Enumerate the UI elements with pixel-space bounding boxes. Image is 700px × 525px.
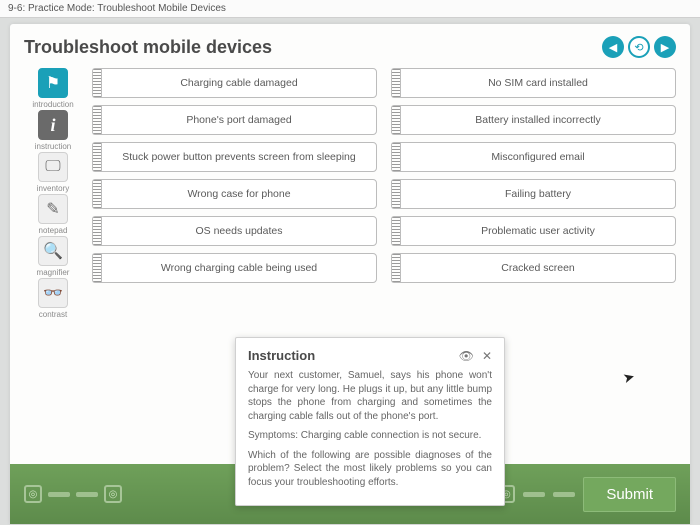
sidebar-item-instruction[interactable]: i instruction — [24, 110, 82, 151]
option-item[interactable]: OS needs updates — [92, 216, 377, 246]
progress-dash — [553, 492, 575, 497]
option-item[interactable]: Wrong charging cable being used — [92, 253, 377, 283]
sidebar-item-notepad[interactable]: ✎ notepad — [24, 194, 82, 235]
option-label: Stuck power button prevents screen from … — [101, 142, 377, 172]
question-box-icon[interactable]: ◎ — [24, 485, 42, 503]
option-item[interactable]: No SIM card installed — [391, 68, 676, 98]
progress-dash — [523, 492, 545, 497]
sidebar-item-label: introduction — [32, 100, 73, 109]
option-label: No SIM card installed — [400, 68, 676, 98]
instruction-paragraph: Your next customer, Samuel, says his pho… — [248, 369, 492, 423]
pencil-icon: ✎ — [38, 194, 68, 224]
prev-button[interactable]: ◀ — [602, 36, 624, 58]
header: Troubleshoot mobile devices ◀ ⟲ ▶ — [24, 34, 676, 68]
main-area: ⚑ introduction i instruction 🖵 inventory… — [24, 68, 676, 319]
drag-grip-icon — [391, 253, 400, 283]
instruction-symptoms: Symptoms: Charging cable connection is n… — [248, 429, 492, 443]
mouse-cursor-icon: ➤ — [621, 368, 637, 387]
drag-grip-icon — [92, 253, 101, 283]
option-label: OS needs updates — [101, 216, 377, 246]
option-item[interactable]: Stuck power button prevents screen from … — [92, 142, 377, 172]
drag-grip-icon — [391, 68, 400, 98]
option-label: Charging cable damaged — [101, 68, 377, 98]
submit-button[interactable]: Submit — [583, 477, 676, 512]
option-label: Misconfigured email — [400, 142, 676, 172]
option-label: Failing battery — [400, 179, 676, 209]
sidebar-item-label: notepad — [39, 226, 68, 235]
option-label: Problematic user activity — [400, 216, 676, 246]
glasses-icon: 👓 — [38, 278, 68, 308]
sidebar-item-label: magnifier — [37, 268, 70, 277]
page-title: Troubleshoot mobile devices — [24, 37, 272, 58]
instruction-title: Instruction — [248, 348, 315, 363]
option-label: Phone's port damaged — [101, 105, 377, 135]
option-item[interactable]: Misconfigured email — [391, 142, 676, 172]
sidebar-item-introduction[interactable]: ⚑ introduction — [24, 68, 82, 109]
sidebar-item-contrast[interactable]: 👓 contrast — [24, 278, 82, 319]
flag-icon: ⚑ — [38, 68, 68, 98]
option-label: Wrong case for phone — [101, 179, 377, 209]
page: Troubleshoot mobile devices ◀ ⟲ ▶ ⚑ intr… — [10, 24, 690, 524]
drag-grip-icon — [92, 68, 101, 98]
sidebar-item-label: inventory — [37, 184, 69, 193]
option-label: Cracked screen — [400, 253, 676, 283]
options-area: Charging cable damaged Phone's port dama… — [92, 68, 676, 319]
drag-grip-icon — [391, 179, 400, 209]
sidebar: ⚑ introduction i instruction 🖵 inventory… — [24, 68, 82, 319]
option-item[interactable]: Problematic user activity — [391, 216, 676, 246]
eye-icon[interactable]: 👁 — [459, 349, 474, 363]
sidebar-item-magnifier[interactable]: 🔍 magnifier — [24, 236, 82, 277]
drag-grip-icon — [92, 179, 101, 209]
drag-grip-icon — [92, 216, 101, 246]
refresh-button[interactable]: ⟲ — [628, 36, 650, 58]
question-progress: ◎ ◎ — [24, 485, 122, 503]
sidebar-item-label: instruction — [35, 142, 71, 151]
browser-tab: 9-6: Practice Mode: Troubleshoot Mobile … — [0, 0, 700, 18]
option-label: Wrong charging cable being used — [101, 253, 377, 283]
option-item[interactable]: Wrong case for phone — [92, 179, 377, 209]
progress-dash — [76, 492, 98, 497]
drag-grip-icon — [391, 216, 400, 246]
instruction-question: Which of the following are possible diag… — [248, 449, 492, 490]
next-button[interactable]: ▶ — [654, 36, 676, 58]
instruction-popup: Instruction 👁 ✕ Your next customer, Samu… — [235, 337, 505, 506]
drag-grip-icon — [391, 142, 400, 172]
question-box-icon[interactable]: ◎ — [104, 485, 122, 503]
monitor-icon: 🖵 — [38, 152, 68, 182]
progress-dash — [48, 492, 70, 497]
sidebar-item-inventory[interactable]: 🖵 inventory — [24, 152, 82, 193]
drag-grip-icon — [92, 105, 101, 135]
options-column-right: No SIM card installed Battery installed … — [391, 68, 676, 319]
drag-grip-icon — [391, 105, 400, 135]
drag-grip-icon — [92, 142, 101, 172]
info-icon: i — [38, 110, 68, 140]
tab-label: 9-6: Practice Mode: Troubleshoot Mobile … — [8, 3, 226, 14]
option-item[interactable]: Battery installed incorrectly — [391, 105, 676, 135]
option-item[interactable]: Cracked screen — [391, 253, 676, 283]
nav-controls: ◀ ⟲ ▶ — [602, 36, 676, 58]
option-label: Battery installed incorrectly — [400, 105, 676, 135]
option-item[interactable]: Charging cable damaged — [92, 68, 377, 98]
option-item[interactable]: Phone's port damaged — [92, 105, 377, 135]
close-icon[interactable]: ✕ — [482, 349, 492, 363]
sidebar-item-label: contrast — [39, 310, 67, 319]
magnifier-icon: 🔍 — [38, 236, 68, 266]
option-item[interactable]: Failing battery — [391, 179, 676, 209]
options-column-left: Charging cable damaged Phone's port dama… — [92, 68, 377, 319]
